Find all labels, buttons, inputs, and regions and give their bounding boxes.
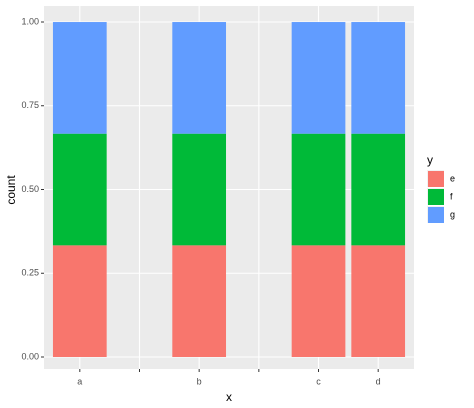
x-tick-label: a xyxy=(77,376,82,386)
legend-label: e xyxy=(450,173,455,183)
bar-segment xyxy=(52,22,107,134)
bar-segment xyxy=(52,245,107,357)
legend-label: f xyxy=(450,191,453,201)
bar-segment xyxy=(172,245,227,357)
bar-segment xyxy=(291,133,346,246)
y-tick-label: 1.00 xyxy=(21,16,39,26)
bar-segment xyxy=(52,133,107,246)
y-axis-title: count xyxy=(4,175,18,205)
legend-swatch xyxy=(428,207,444,223)
bar-segment xyxy=(172,133,227,246)
bar-segment xyxy=(351,245,406,357)
bar-segment xyxy=(172,22,227,134)
bar-segment xyxy=(291,245,346,357)
x-tick-label: c xyxy=(316,376,321,386)
x-tick-label: d xyxy=(376,376,381,386)
y-tick-label: 0.25 xyxy=(21,268,39,278)
y-tick-label: 0.75 xyxy=(21,100,39,110)
legend-label: g xyxy=(450,209,455,219)
bar-segment xyxy=(351,22,406,134)
legend-swatch xyxy=(428,171,444,187)
legend-swatch xyxy=(428,189,444,205)
bar-segment xyxy=(351,133,406,246)
bar-segment xyxy=(291,22,346,134)
y-tick-label: 0.50 xyxy=(21,184,39,194)
x-axis-title: x xyxy=(226,390,232,404)
y-tick-label: 0.00 xyxy=(21,351,39,361)
x-tick-label: b xyxy=(197,376,202,386)
legend-title: y xyxy=(427,153,433,167)
